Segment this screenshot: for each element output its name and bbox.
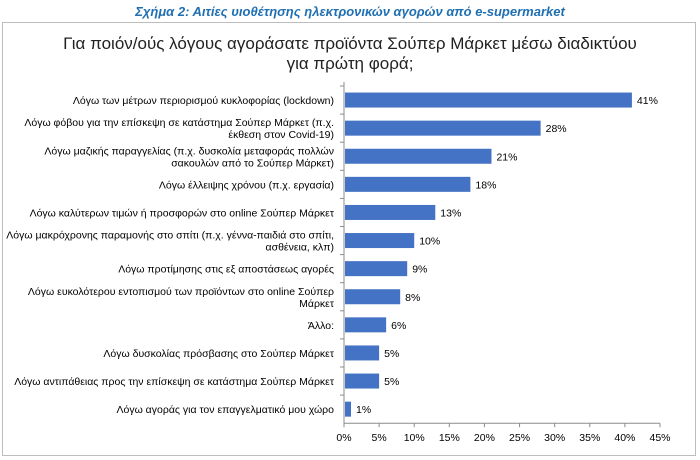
bar xyxy=(345,373,380,389)
value-label: 8% xyxy=(405,292,420,304)
category-label: Λόγω έλλειψης χρόνου (π.χ. εργασία) xyxy=(159,179,334,191)
chart-title-line-1: Για ποιόν/ούς λόγους αγοράσατε προϊόντα … xyxy=(63,34,637,53)
category-label: Λόγω αγοράς για τον επαγγελματικό μου χώ… xyxy=(116,404,334,416)
chart-title: Για ποιόν/ούς λόγους αγοράσατε προϊόντα … xyxy=(40,34,660,74)
bar xyxy=(345,401,352,417)
value-label: 41% xyxy=(637,95,658,107)
category-label: Λόγω δυσκολίας πρόσβασης στο Σούπερ Μάρκ… xyxy=(103,348,334,360)
value-label: 5% xyxy=(384,348,399,360)
category-label: Άλλο: xyxy=(308,320,334,332)
bar xyxy=(345,120,541,136)
value-label: 10% xyxy=(419,236,440,248)
category-label: Λόγω μακρόχρονης παραμονής στο σπίτι (π.… xyxy=(6,230,334,242)
x-tick-label: 40% xyxy=(614,432,635,444)
x-tick-label: 10% xyxy=(404,432,425,444)
x-tick-label: 35% xyxy=(579,432,600,444)
category-label: Λόγω φόβου για την επίσκεψη σε κατάστημα… xyxy=(24,117,334,129)
bar xyxy=(345,92,632,108)
category-label: Λόγω καλύτερων τιμών ή προσφορών στο onl… xyxy=(30,207,335,219)
category-label: Λόγω των μέτρων περιορισμού κυκλοφορίας … xyxy=(73,95,334,107)
value-label: 9% xyxy=(412,264,427,276)
bar xyxy=(345,176,471,192)
bar xyxy=(345,261,408,277)
bar xyxy=(345,289,401,305)
x-tick-label: 20% xyxy=(474,432,495,444)
category-label: ασθένεια, κλπ) xyxy=(266,242,334,254)
x-tick-label: 15% xyxy=(439,432,460,444)
value-label: 18% xyxy=(475,179,496,191)
bar xyxy=(345,233,415,249)
x-tick-label: 25% xyxy=(509,432,530,444)
value-label: 13% xyxy=(440,207,461,219)
x-tick-label: 30% xyxy=(544,432,565,444)
value-label: 6% xyxy=(391,320,406,332)
value-label: 28% xyxy=(546,123,567,135)
category-label: Λόγω ευκολότερου εντοπισμού των προϊόντω… xyxy=(28,286,334,298)
bar xyxy=(345,345,380,361)
x-tick-label: 45% xyxy=(649,432,670,444)
value-label: 1% xyxy=(356,404,371,416)
bar xyxy=(345,317,387,333)
chart-title-line-2: για πρώτη φορά; xyxy=(286,54,414,73)
value-label: 21% xyxy=(496,151,517,163)
category-label: Λόγω μαζικής παραγγελίας (π.χ. δυσκολία … xyxy=(44,145,334,157)
category-label: Λόγω προτίμησης στις εξ αποστάσεως αγορέ… xyxy=(118,264,334,276)
category-label: έκθεση στον Covid-19) xyxy=(228,129,334,141)
category-label: Μάρκετ xyxy=(299,298,335,310)
category-label: σακουλών από το Σούπερ Μάρκετ) xyxy=(171,157,334,169)
figure-caption: Σχήμα 2: Αιτίες υιοθέτησης ηλεκτρονικών … xyxy=(135,4,565,19)
x-tick-label: 5% xyxy=(372,432,387,444)
bar xyxy=(345,148,492,164)
bar xyxy=(345,204,436,220)
category-label: Λόγω αντιπάθειας προς την επίσκεψη σε κα… xyxy=(14,376,335,388)
value-label: 5% xyxy=(384,376,399,388)
x-tick-label: 0% xyxy=(336,432,351,444)
